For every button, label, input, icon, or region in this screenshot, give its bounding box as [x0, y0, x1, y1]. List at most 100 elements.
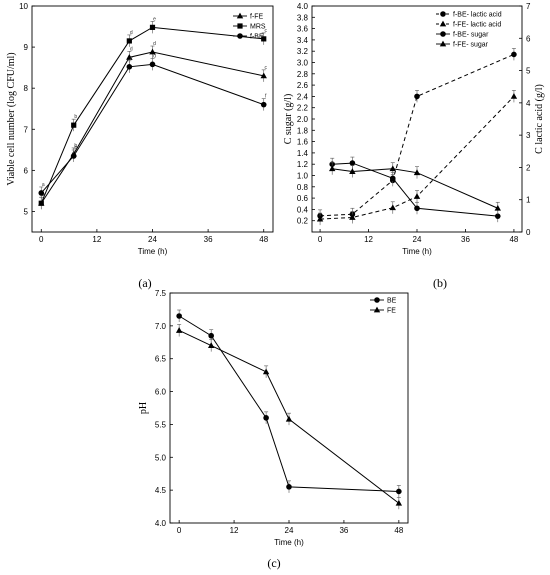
data-point: [260, 72, 267, 79]
series-f-fe-sugar: [328, 162, 501, 215]
x-tick-label: 12: [92, 235, 101, 244]
x-tick-label: 48: [259, 235, 268, 244]
significance-letter: a: [42, 192, 45, 198]
legend-label: f-FE- sugar: [453, 42, 489, 49]
data-point: [494, 213, 501, 219]
y-tick-label: 0.4: [297, 205, 309, 214]
legend-label: BE: [387, 298, 397, 305]
panel-a-viable-cells: 0 12 24 36 48 Time (h) 5 6 7 8 9 10 Viable cell numb…: [6, 2, 274, 290]
x-tick-label: 24: [148, 235, 157, 244]
legend: f-FE MRS f-BE: [233, 12, 266, 41]
x-axis-title: Time (h): [402, 247, 432, 256]
y-tick-label: 1.8: [297, 126, 309, 135]
y-tick-label: 4: [526, 99, 531, 108]
significance-letter: c: [264, 65, 267, 71]
legend: f-BE- lactic acid f-FE- lactic acid f-BE- …: [436, 11, 502, 49]
y-tick-label: 1.2: [297, 160, 309, 169]
data-point: [413, 169, 421, 176]
legend-label: MRS: [250, 24, 266, 31]
data-point: [263, 415, 269, 421]
significance-letter: a: [42, 192, 45, 198]
y-axis-title-right: C lactic acid (g/l): [534, 84, 545, 154]
plot-frame: [31, 5, 274, 233]
data-point: [126, 38, 132, 44]
data-point: [261, 36, 267, 42]
legend-label: f-FE- lactic acid: [453, 22, 501, 29]
legend-marker: [373, 306, 381, 313]
data-point: [349, 214, 356, 220]
y-tick-label: 2.6: [297, 81, 309, 90]
legend-label: f-FE: [250, 14, 264, 21]
data-point: [262, 368, 270, 375]
y-tick-label: 4.5: [155, 486, 167, 495]
y-tick-label: 2.4: [297, 92, 309, 101]
significance-letter: e: [153, 16, 156, 22]
legend-label: f-BE- lactic acid: [453, 12, 502, 19]
y-tick-label: 3.8: [297, 13, 309, 22]
x-tick-label: 24: [285, 526, 294, 535]
y-tick-label: 9: [24, 43, 29, 52]
y-tick-label: 1.4: [297, 149, 309, 158]
significance-letter: c: [130, 56, 133, 62]
y-tick-label: 6: [526, 34, 531, 43]
data-point: [38, 190, 45, 196]
x-axis-title: Time (h): [138, 247, 168, 256]
data-point: [328, 165, 336, 172]
x-tick-label: 48: [509, 235, 518, 244]
legend-marker: [440, 11, 446, 17]
significance-letter: d: [153, 41, 156, 47]
y-tick-label: 1.6: [297, 138, 309, 147]
y-tick-label: 6.5: [155, 355, 167, 364]
y-tick-label: 2.8: [297, 70, 309, 79]
significance-letter: b: [74, 114, 77, 120]
data-point: [286, 484, 292, 490]
series-fe: [175, 324, 403, 510]
x-tick-label: 0: [318, 235, 323, 244]
y-tick-label: 2: [526, 163, 531, 172]
data-point: [414, 93, 420, 100]
data-point: [71, 122, 77, 128]
data-point: [149, 24, 156, 30]
data-point: [175, 327, 183, 333]
data-point: [149, 61, 156, 68]
y-tick-label: 0.8: [297, 183, 309, 192]
y-tick-label: 3.2: [297, 47, 309, 56]
x-tick-label: 12: [364, 235, 373, 244]
x-tick-label: 24: [413, 235, 422, 244]
data-point: [208, 332, 214, 339]
y-tick-label: 7.0: [155, 322, 167, 331]
series-f-fe-lactic-acid: [316, 90, 518, 226]
y-tick-label: 5.0: [155, 453, 167, 462]
panel-tag: (b): [433, 276, 447, 290]
data-point: [176, 313, 182, 319]
data-point: [126, 64, 133, 70]
panel-tag: (a): [138, 276, 151, 290]
series-be: [176, 309, 402, 498]
data-point: [149, 48, 156, 55]
y-tick-label: 1.0: [297, 172, 309, 181]
panel-tag: (c): [267, 556, 280, 570]
y-tick-label: 3.0: [297, 59, 309, 68]
data-point: [494, 204, 501, 211]
y-tick-label: 0: [526, 228, 531, 237]
y-tick-label: 0.2: [297, 217, 309, 226]
y-tick-label: 5: [526, 67, 531, 76]
y-tick-label: 2.2: [297, 104, 309, 113]
x-tick-label: 12: [230, 526, 239, 535]
y-tick-label: 3: [526, 131, 531, 140]
data-point: [207, 342, 215, 348]
y-tick-label: 6: [24, 166, 29, 175]
series-line: [178, 315, 399, 492]
significance-letter: b: [74, 145, 77, 151]
x-tick-label: 36: [461, 235, 470, 244]
y-tick-label: 3.6: [297, 25, 309, 34]
data-point: [414, 205, 420, 212]
legend-marker: [439, 20, 447, 27]
y-tick-label: 7.5: [155, 289, 167, 298]
y-tick-label: 5: [24, 207, 29, 216]
data-point: [396, 488, 402, 495]
panel-c-ph: 0 12 24 36 48 Time (h) 4.0 4.5 5.0 5.5 6.0 6.5 7.0 7.…: [138, 289, 409, 570]
series-f-be: a b c d f: [38, 53, 267, 199]
data-point: [316, 215, 324, 222]
